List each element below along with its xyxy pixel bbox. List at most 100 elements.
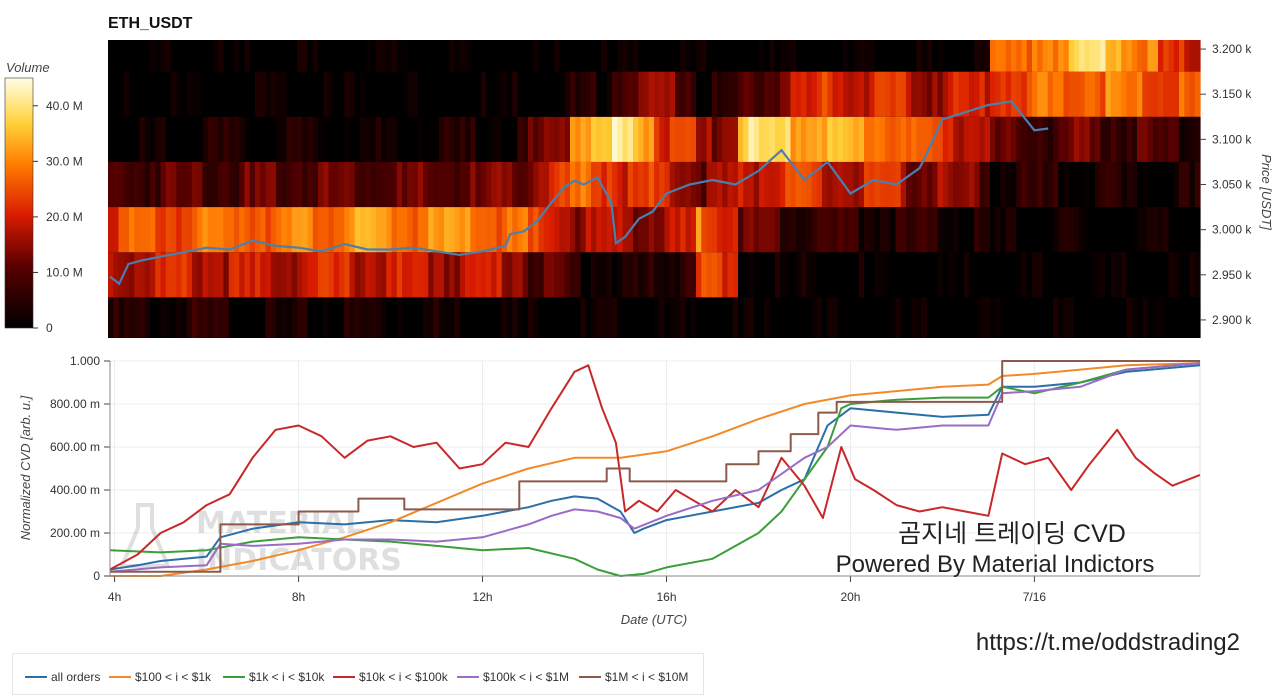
- heatmap-cell: [176, 161, 183, 208]
- legend-item-100-1k[interactable]: $100 < i < $1k: [109, 670, 211, 684]
- heatmap-cell: [564, 40, 571, 72]
- heatmap-cell: [323, 116, 330, 162]
- heatmap-cell: [354, 71, 361, 117]
- heatmap-cell: [606, 71, 613, 117]
- heatmap-cell: [171, 40, 177, 72]
- heatmap-cell: [1016, 40, 1023, 72]
- heatmap-cell: [402, 161, 408, 208]
- heatmap-cell: [953, 116, 960, 162]
- colorbar-tick-label: 0: [46, 321, 53, 335]
- heatmap-cell: [738, 71, 744, 117]
- heatmap-plot: [108, 40, 1201, 338]
- heatmap-cell: [475, 207, 482, 253]
- heatmap-cell: [743, 297, 750, 338]
- heatmap-cell: [601, 252, 608, 298]
- heatmap-cell: [1000, 297, 1007, 338]
- heatmap-cell: [780, 161, 786, 208]
- heatmap-cell: [585, 207, 592, 253]
- heatmap-cell: [669, 116, 676, 162]
- heatmap-cell: [780, 71, 786, 117]
- heatmap-cell: [806, 207, 813, 253]
- heatmap-cell: [1163, 252, 1170, 298]
- heatmap-cell: [533, 161, 540, 208]
- heatmap-cell: [234, 252, 240, 298]
- heatmap-cell: [396, 116, 403, 162]
- heatmap-cell: [596, 116, 603, 162]
- heatmap-cell: [648, 71, 655, 117]
- heatmap-cell: [1163, 161, 1170, 208]
- legend-label: $100 < i < $1k: [135, 670, 212, 684]
- heatmap-cell: [963, 252, 970, 298]
- heatmap-cell: [764, 207, 771, 253]
- heatmap-cell: [1189, 71, 1196, 117]
- heatmap-cell: [396, 40, 403, 72]
- heatmap-cell: [601, 71, 608, 117]
- heatmap-cell: [186, 207, 193, 253]
- heatmap-cell: [144, 252, 151, 298]
- heatmap-cell: [1011, 71, 1017, 117]
- heatmap-cell: [1110, 116, 1117, 162]
- heatmap-cell: [549, 116, 555, 162]
- heatmap-cell: [549, 161, 555, 208]
- heatmap-cell: [144, 40, 151, 72]
- heatmap-cell: [1179, 71, 1185, 117]
- heatmap-cell: [596, 40, 603, 72]
- heatmap-cell: [228, 207, 235, 253]
- legend-item-10k-100k[interactable]: $10k < i < $100k: [333, 670, 448, 684]
- heatmap-cell: [1079, 161, 1086, 208]
- heatmap-cell: [1011, 161, 1017, 208]
- heatmap-cell: [307, 207, 314, 253]
- heatmap-cell: [428, 297, 435, 338]
- heatmap-cell: [900, 252, 907, 298]
- heatmap-cell: [176, 71, 183, 117]
- heatmap-cell: [213, 207, 219, 253]
- heatmap-cell: [365, 252, 372, 298]
- heatmap-cell: [155, 116, 162, 162]
- legend-item-1m-10m[interactable]: $1M < i < $10M: [579, 670, 688, 684]
- heatmap-cell: [916, 71, 923, 117]
- heatmap-cell: [375, 116, 382, 162]
- legend-item-100k-1m[interactable]: $100k < i < $1M: [457, 670, 569, 684]
- heatmap-cell: [181, 40, 188, 72]
- heatmap-cell: [360, 252, 366, 298]
- heatmap-cell: [853, 40, 860, 72]
- heatmap-cell: [559, 252, 566, 298]
- heatmap-cell: [879, 297, 886, 338]
- heatmap-cell: [512, 207, 519, 253]
- heatmap-cell: [885, 40, 891, 72]
- heatmap-cell: [748, 71, 755, 117]
- heatmap-cell: [276, 161, 282, 208]
- heatmap-cell: [302, 207, 309, 253]
- heatmap-cell: [890, 207, 897, 253]
- heatmap-cell: [475, 116, 482, 162]
- heatmap-cell: [585, 297, 592, 338]
- heatmap-cell: [1026, 116, 1033, 162]
- heatmap-cell: [633, 116, 639, 162]
- heatmap-cell: [1042, 71, 1049, 117]
- heatmap-cell: [680, 116, 687, 162]
- heatmap-cell: [396, 297, 403, 338]
- price-line-path: [109, 100, 1049, 286]
- heatmap-cell: [370, 161, 377, 208]
- heatmap-cell: [108, 161, 114, 208]
- heatmap-cell: [528, 297, 534, 338]
- heatmap-cell: [1147, 71, 1154, 117]
- heatmap-cell: [186, 161, 193, 208]
- heatmap-cell: [827, 116, 834, 162]
- heatmap-cell: [1126, 207, 1133, 253]
- legend-item-1k-10k[interactable]: $1k < i < $10k: [223, 670, 324, 684]
- colorbar-tick-label: 10.0 M: [46, 265, 83, 279]
- heatmap-cell: [879, 40, 886, 72]
- legend-item-all-orders[interactable]: all orders: [25, 670, 100, 684]
- heatmap-cell: [979, 252, 986, 298]
- heatmap-cell: [979, 40, 986, 72]
- heatmap-cell: [811, 252, 818, 298]
- heatmap-cell: [580, 207, 587, 253]
- heatmap-cell: [953, 71, 960, 117]
- heatmap-cell: [1105, 297, 1112, 338]
- heatmap-cell: [150, 207, 156, 253]
- heatmap-cell: [438, 161, 445, 208]
- heatmap-cell: [528, 40, 534, 72]
- heatmap-cell: [843, 40, 849, 72]
- heatmap-cell: [916, 116, 923, 162]
